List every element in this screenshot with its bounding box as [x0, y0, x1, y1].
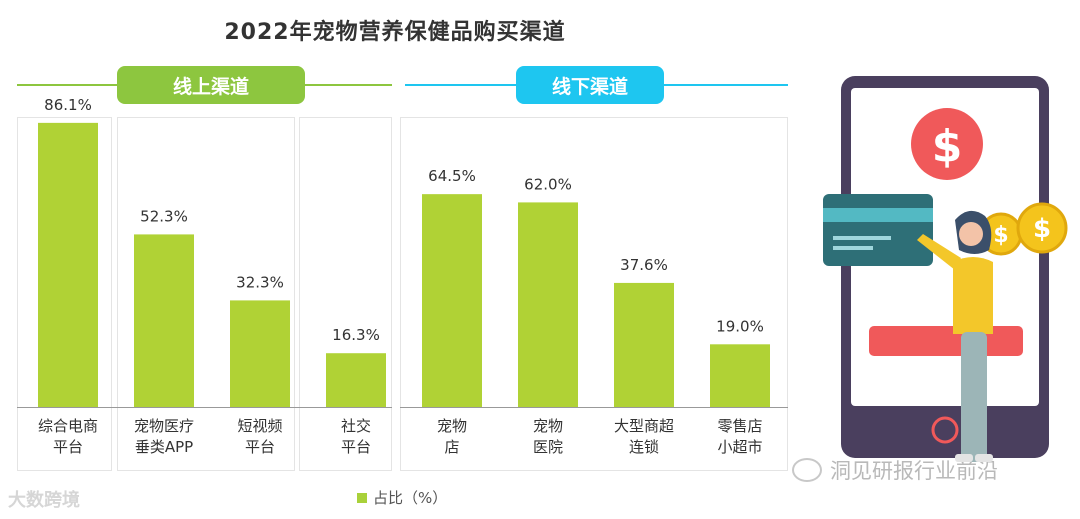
bar-chart: 86.1% 综合电商平台 52.3% 宠物医疗垂类APP 32.3% 短视频平台 16.3%… [38, 96, 770, 456]
watermark-right: 洞见研报行业前沿 [792, 455, 998, 485]
bar-1 [134, 234, 194, 407]
bar-value-label-0: 86.1% [44, 96, 92, 114]
panel-offline [400, 117, 788, 471]
gold-coin-icon-2 [1016, 202, 1068, 254]
chart-title: 2022年宠物营养保健品购买渠道 [224, 20, 566, 45]
bar-value-label-3: 16.3% [332, 326, 380, 344]
pay-button [869, 326, 1023, 356]
watermark-right-text: 洞见研报行业前沿 [830, 459, 998, 483]
panel-vertical-and-video [117, 117, 295, 471]
offline-channel-label: 线下渠道 [516, 66, 664, 104]
panel-comprehensive-ecommerce [17, 117, 112, 471]
category-label-0: 综合电商平台 [38, 417, 98, 456]
baseline-online [17, 407, 392, 408]
legend-swatch [357, 492, 367, 503]
payment-illustration: $ $ $ [823, 76, 1068, 462]
home-button-icon [931, 416, 959, 444]
bar-4 [422, 194, 482, 407]
legend-label: 占比（%） [373, 489, 448, 507]
person-body [953, 257, 993, 334]
category-label-3: 社交平台 [341, 417, 371, 456]
legend: 占比（%） [357, 487, 447, 508]
bar-value-label-1: 52.3% [140, 207, 188, 225]
category-label-4: 宠物店 [437, 417, 467, 456]
dollar-coin-icon [911, 108, 983, 180]
category-label-7: 零售店小超市 [717, 417, 762, 456]
watermark-left-text: 大数跨境 [8, 490, 80, 511]
category-label-2: 短视频平台 [237, 417, 282, 456]
bar-3 [326, 353, 386, 407]
person-arm [917, 234, 961, 270]
svg-text:$: $ [932, 121, 963, 172]
panel-social [299, 117, 392, 471]
person-legs [961, 332, 987, 462]
category-label-1: 宠物医疗垂类APP [134, 417, 194, 456]
bar-value-label-5: 62.0% [524, 175, 572, 193]
bar-6 [614, 282, 674, 407]
bar-value-label-2: 32.3% [236, 273, 284, 291]
bar-2 [230, 300, 290, 407]
bar-value-label-6: 37.6% [620, 256, 668, 274]
bar-value-label-4: 64.5% [428, 167, 476, 185]
credit-card-icon [823, 194, 933, 266]
bar-7 [710, 344, 770, 407]
svg-text:$: $ [993, 223, 1008, 248]
svg-text:$: $ [1033, 214, 1051, 244]
baseline-offline [400, 407, 788, 408]
bar-value-label-7: 19.0% [716, 317, 764, 335]
category-label-5: 宠物医院 [533, 417, 563, 456]
online-channel-label: 线上渠道 [117, 66, 305, 104]
watermark-left: 大数跨境 [8, 486, 80, 512]
category-label-6: 大型商超连锁 [614, 417, 674, 456]
wechat-icon [792, 458, 822, 482]
bar-0 [38, 122, 98, 408]
person-head [959, 222, 983, 246]
bar-5 [518, 202, 578, 407]
